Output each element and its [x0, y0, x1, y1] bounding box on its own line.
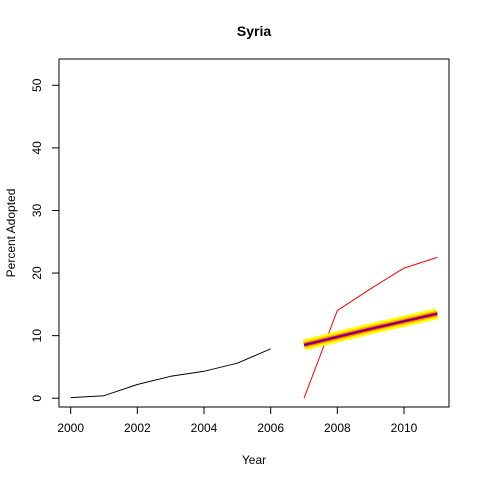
y-tick-label: 0: [30, 395, 44, 402]
y-axis-label: Percent Adopted: [4, 189, 18, 278]
x-tick-label: 2006: [257, 421, 284, 435]
x-tick-label: 2010: [391, 421, 418, 435]
series-line-forecast-mean: [303, 313, 438, 346]
y-tick-label: 40: [30, 141, 44, 155]
series-line-observed: [70, 348, 271, 399]
y-tick-label: 10: [30, 329, 44, 343]
y-axis: 0 10 20 30 40 50: [30, 78, 60, 402]
series-layer: [70, 256, 439, 399]
x-axis-label: Year: [242, 453, 266, 467]
x-tick-label: 2004: [191, 421, 218, 435]
x-tick-label: 2000: [57, 421, 84, 435]
plot-frame: [58, 58, 450, 408]
y-tick-label: 50: [30, 78, 44, 92]
x-axis: 2000 2002 2004 2006 2008 2010: [57, 406, 418, 435]
x-tick-label: 2002: [124, 421, 151, 435]
y-tick-label: 20: [30, 266, 44, 280]
chart-title: Syria: [237, 23, 271, 39]
x-tick-label: 2008: [324, 421, 351, 435]
y-tick-label: 30: [30, 203, 44, 217]
